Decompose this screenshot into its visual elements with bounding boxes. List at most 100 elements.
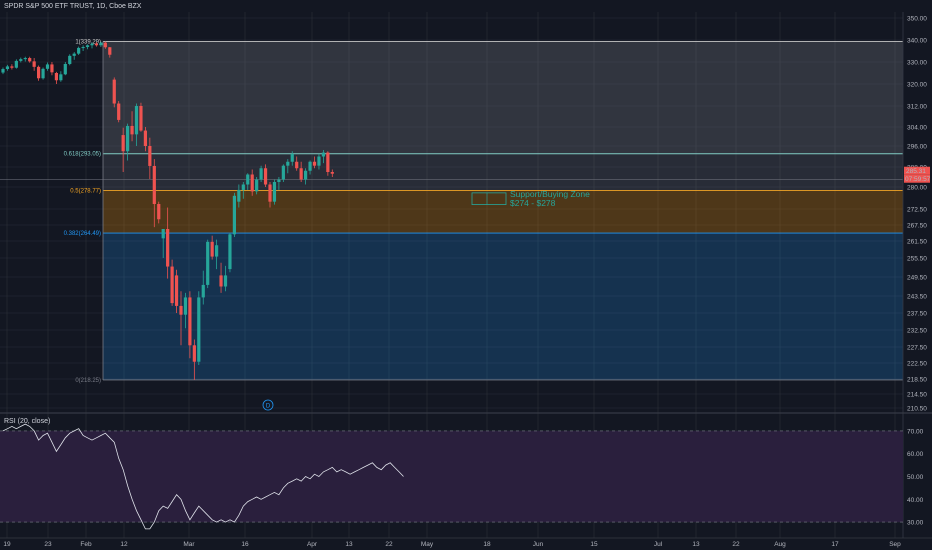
candle-body[interactable]	[112, 79, 116, 104]
candle-body[interactable]	[326, 152, 330, 172]
candle-body[interactable]	[295, 161, 299, 169]
candle-body[interactable]	[59, 74, 63, 81]
candle-body[interactable]	[134, 106, 139, 135]
time-tick-label: 17	[831, 541, 839, 548]
candle-body[interactable]	[304, 170, 308, 180]
candle-body[interactable]	[90, 43, 94, 46]
candle-body[interactable]	[174, 275, 179, 306]
candle-body[interactable]	[299, 168, 303, 180]
fib-zone-0	[103, 41, 903, 154]
candle-body[interactable]	[50, 64, 54, 73]
time-tick-label: 23	[44, 541, 52, 548]
candle-body[interactable]	[272, 182, 277, 202]
candle-body[interactable]	[117, 103, 121, 120]
candle-body[interactable]	[130, 125, 134, 135]
candle-body[interactable]	[179, 305, 183, 315]
price-tick-label: 312.00	[907, 104, 927, 111]
candle-body[interactable]	[45, 64, 50, 69]
candle-body[interactable]	[321, 152, 325, 157]
dividend-marker-label: D	[266, 404, 271, 410]
candle-body[interactable]	[103, 42, 107, 48]
candle-body[interactable]	[228, 234, 232, 270]
time-tick-label: Apr	[307, 541, 318, 548]
candle-body[interactable]	[81, 47, 85, 49]
candle-body[interactable]	[183, 297, 188, 315]
candle-body[interactable]	[255, 179, 259, 192]
candle-body[interactable]	[54, 73, 58, 81]
time-tick-label: 19	[3, 541, 11, 548]
candle-body[interactable]	[99, 42, 103, 46]
candle-body[interactable]	[72, 53, 76, 56]
candle-body[interactable]	[250, 174, 254, 192]
time-tick-label: Jul	[654, 541, 663, 548]
candle-body[interactable]	[14, 60, 18, 68]
candle-body[interactable]	[206, 241, 210, 285]
candle-body[interactable]	[121, 135, 125, 152]
candle-body[interactable]	[330, 172, 334, 174]
candle-body[interactable]	[166, 229, 170, 267]
candle-body[interactable]	[143, 130, 147, 146]
candle-body[interactable]	[85, 45, 90, 48]
support-zone-label: Support/Buying Zone	[510, 189, 590, 199]
candle-body[interactable]	[63, 63, 67, 75]
candle-body[interactable]	[5, 66, 10, 70]
candle-body[interactable]	[290, 153, 294, 162]
candle-body[interactable]	[148, 146, 152, 166]
fib-label-0: 1(339.29)	[75, 40, 101, 46]
candle-body[interactable]	[41, 68, 45, 79]
candle-body[interactable]	[94, 43, 99, 46]
price-tick-label: 255.50	[907, 256, 927, 263]
candle-body[interactable]	[312, 161, 317, 166]
candle-body[interactable]	[232, 195, 236, 235]
candle-body[interactable]	[201, 284, 205, 298]
price-tick-label: 237.50	[907, 311, 927, 318]
time-tick-label: Aug	[774, 541, 786, 548]
rsi-tick-label: 30.00	[907, 520, 924, 527]
candle-body[interactable]	[37, 66, 41, 79]
candle-body[interactable]	[1, 69, 5, 73]
candle-body[interactable]	[139, 106, 143, 131]
candle-body[interactable]	[126, 125, 130, 152]
candle-body[interactable]	[308, 161, 312, 171]
candle-body[interactable]	[197, 297, 201, 362]
candle-body[interactable]	[268, 184, 272, 202]
rsi-tick-label: 50.00	[907, 474, 924, 481]
candle-body[interactable]	[68, 55, 72, 64]
candle-body[interactable]	[170, 266, 174, 304]
time-tick-label: 22	[732, 541, 740, 548]
price-tick-label: 243.50	[907, 294, 927, 301]
candle-body[interactable]	[161, 229, 165, 239]
candle-body[interactable]	[286, 161, 290, 166]
candle-body[interactable]	[192, 345, 196, 362]
candle-body[interactable]	[188, 297, 192, 346]
dividend-marker[interactable]	[262, 399, 274, 411]
candle-body[interactable]	[210, 241, 214, 257]
fib-label-1: 0.618(293.05)	[64, 152, 101, 158]
candle-body[interactable]	[28, 58, 32, 62]
candle-body[interactable]	[157, 204, 161, 220]
candle-body[interactable]	[215, 245, 219, 257]
candle-body[interactable]	[77, 47, 81, 54]
candle-body[interactable]	[10, 66, 14, 68]
candle-body[interactable]	[19, 59, 23, 61]
candle-body[interactable]	[223, 275, 228, 287]
candle-body[interactable]	[277, 179, 281, 183]
candle-body[interactable]	[32, 61, 36, 67]
candle-body[interactable]	[246, 174, 250, 185]
candle-body[interactable]	[152, 165, 156, 205]
fib-zone-2	[103, 190, 903, 234]
chart-title: SPDR S&P 500 ETF TRUST, 1D, Cboe BZX	[4, 3, 142, 10]
candle-body[interactable]	[281, 165, 285, 180]
countdown-badge	[904, 174, 930, 183]
price-tick-label: 280.00	[907, 185, 927, 192]
candle-body[interactable]	[108, 47, 112, 55]
candle-body[interactable]	[259, 168, 263, 180]
candle-body[interactable]	[237, 189, 241, 202]
candle-body[interactable]	[317, 156, 321, 166]
candle-body[interactable]	[23, 58, 27, 60]
candle-body[interactable]	[219, 275, 223, 287]
time-tick-label: 13	[692, 541, 700, 548]
candle-body[interactable]	[263, 168, 268, 185]
candle-body[interactable]	[241, 184, 245, 190]
